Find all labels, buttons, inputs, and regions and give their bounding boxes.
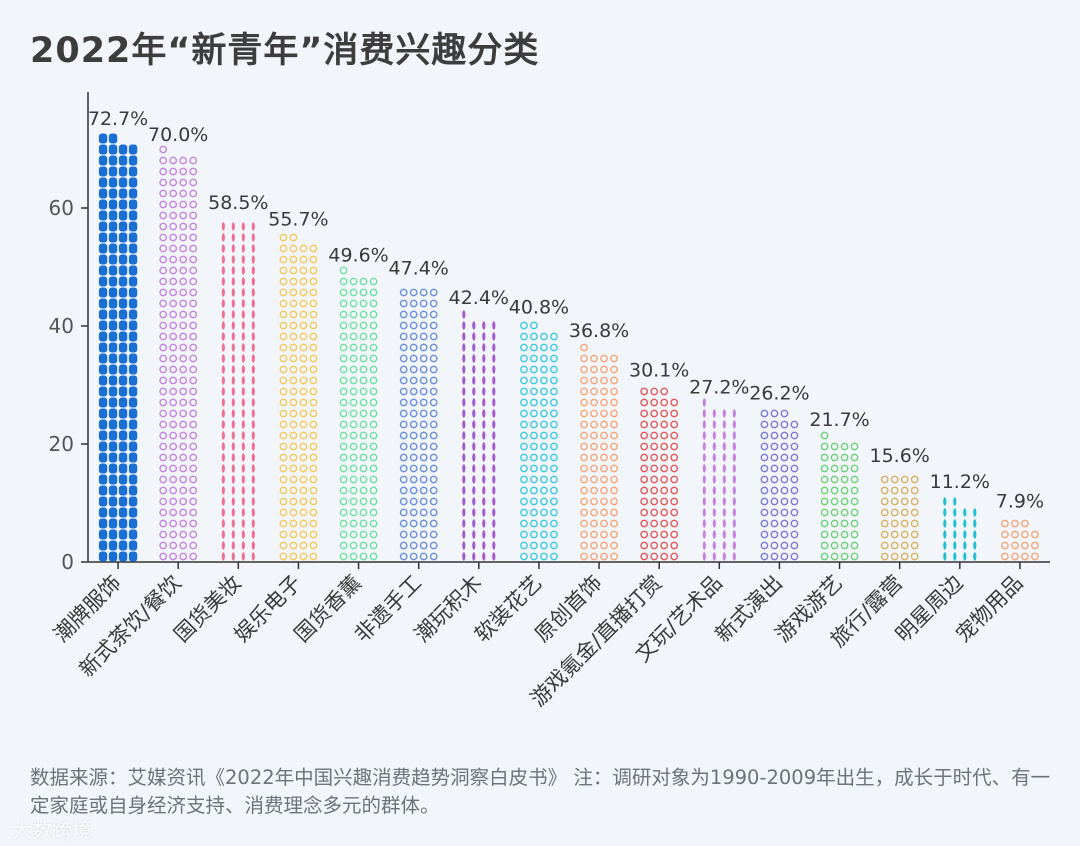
value-label: 15.6%	[870, 445, 930, 467]
value-label: 11.2%	[930, 471, 990, 493]
y-tick-label: 0	[61, 550, 74, 574]
value-label: 40.8%	[509, 296, 569, 318]
value-label: 7.9%	[996, 490, 1044, 512]
bar	[221, 222, 255, 561]
chart-title: 2022年“新青年”消费兴趣分类	[30, 31, 540, 71]
bar	[462, 310, 496, 561]
bar	[399, 288, 438, 561]
bar	[640, 387, 679, 561]
y-tick-label: 40	[49, 314, 74, 338]
value-label: 27.2%	[689, 377, 749, 399]
bar	[520, 321, 558, 561]
x-tick-label: 宠物用品	[951, 571, 1027, 647]
bar	[159, 145, 198, 561]
y-tick-label: 20	[49, 432, 74, 456]
bars	[98, 133, 1039, 562]
value-label: 72.7%	[88, 108, 148, 130]
bar	[1001, 519, 1039, 561]
value-label: 49.6%	[328, 244, 388, 266]
value-label: 70.0%	[148, 124, 208, 146]
value-label: 30.1%	[629, 359, 689, 381]
bar	[943, 497, 977, 561]
value-labels: 72.7%70.0% 58.5%55.7%49.6%47.4%42.4% 40.8%…	[88, 108, 1044, 512]
value-label: 55.7%	[268, 208, 328, 230]
bar	[880, 475, 919, 561]
bar	[339, 266, 378, 561]
value-label: 47.4%	[389, 257, 449, 279]
value-label: 21.7%	[809, 409, 869, 431]
bar	[580, 343, 618, 561]
y-tick-label: 60	[49, 196, 74, 220]
value-label: 42.4%	[449, 287, 509, 309]
bar	[702, 398, 736, 561]
bar	[820, 431, 859, 561]
bar	[279, 233, 318, 561]
bar	[760, 409, 799, 561]
value-label: 58.5%	[208, 192, 268, 214]
value-label: 36.8%	[569, 320, 629, 342]
watermark-logo: 大数跨境	[12, 818, 92, 842]
bar	[98, 133, 138, 562]
pictograph-bar-chart: 0 20 40 60 72.7%70.0% 58.5%55.7%49.6%47.4%42…	[49, 92, 1050, 711]
axes: 0 20 40 60	[49, 92, 1050, 574]
x-tick-labels: 潮牌服饰新式茶饮/餐饮国货美妆娱乐电子国货香薰非遗手工潮玩积木软装花艺原创首饰游…	[49, 562, 1027, 711]
source-note: 数据来源：艾媒资讯《2022年中国兴趣消费趋势洞察白皮书》 注：调研对象为199…	[30, 766, 1051, 817]
value-label: 26.2%	[749, 382, 809, 404]
